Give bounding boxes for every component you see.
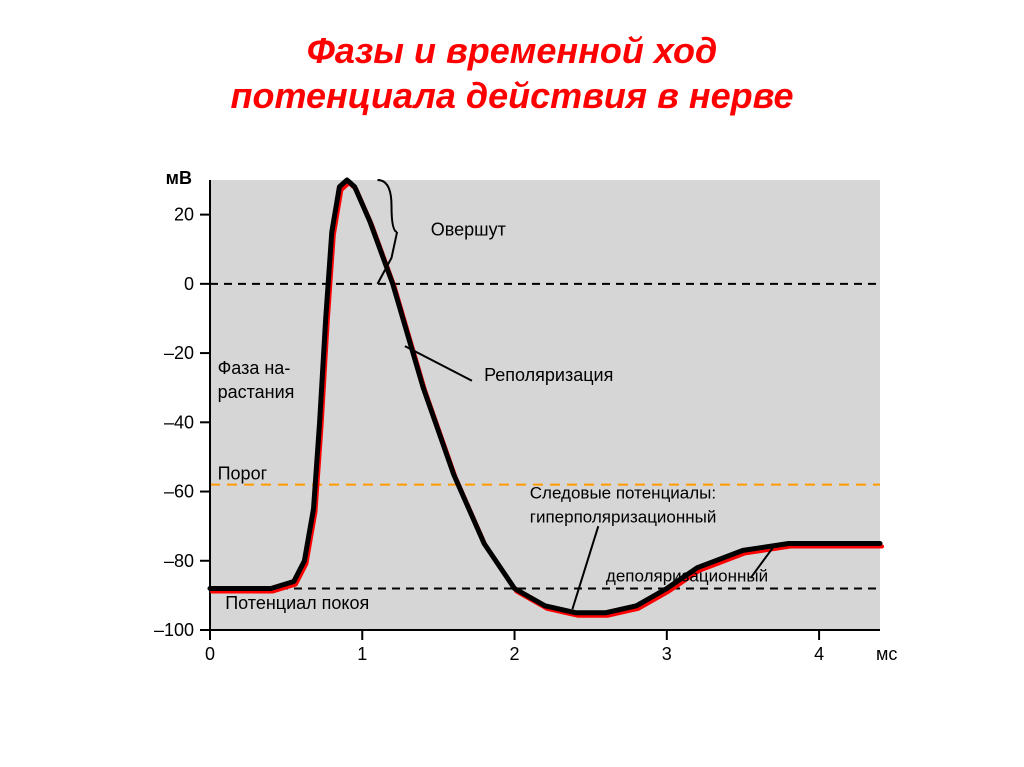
y-unit-label: мВ: [166, 168, 192, 188]
x-tick-label: 0: [205, 644, 215, 664]
label-resting: Потенциал покоя: [225, 593, 369, 613]
label-repolarization: Реполяризация: [484, 365, 613, 385]
chart-svg: –100 –80 –60 –40 –20 0 20 мВ 0 1 2 3 4 мс Овершут Репол…: [140, 160, 900, 680]
y-tick-label: 20: [174, 205, 194, 225]
title-line-1: Фазы и временной ход: [307, 30, 717, 71]
x-tick-label: 4: [814, 644, 824, 664]
x-tick-label: 3: [662, 644, 672, 664]
y-tick-label: –20: [164, 343, 194, 363]
y-tick-label: –40: [164, 412, 194, 432]
label-rise_phase_l2: растания: [218, 382, 295, 402]
y-tick-label: –60: [164, 482, 194, 502]
page-title: Фазы и временной ход потенциала действия…: [0, 0, 1024, 118]
x-unit-label: мс: [876, 644, 897, 664]
y-tick-label: 0: [184, 274, 194, 294]
x-tick-label: 1: [357, 644, 367, 664]
label-depolar: деполяризационный: [606, 567, 768, 586]
y-tick-label: –80: [164, 551, 194, 571]
label-trace_l1: Следовые потенциалы:: [530, 483, 716, 502]
plot-background: [210, 180, 880, 630]
action-potential-chart: –100 –80 –60 –40 –20 0 20 мВ 0 1 2 3 4 мс Овершут Репол…: [140, 160, 900, 680]
label-overshoot: Овершут: [431, 219, 506, 239]
label-threshold: Порог: [218, 463, 268, 483]
y-tick-label: –100: [154, 620, 194, 640]
label-trace_l2: гиперполяризационный: [530, 508, 717, 527]
title-line-2: потенциала действия в нерве: [230, 75, 793, 116]
x-tick-label: 2: [510, 644, 520, 664]
label-rise_phase_l1: Фаза на-: [218, 358, 291, 378]
